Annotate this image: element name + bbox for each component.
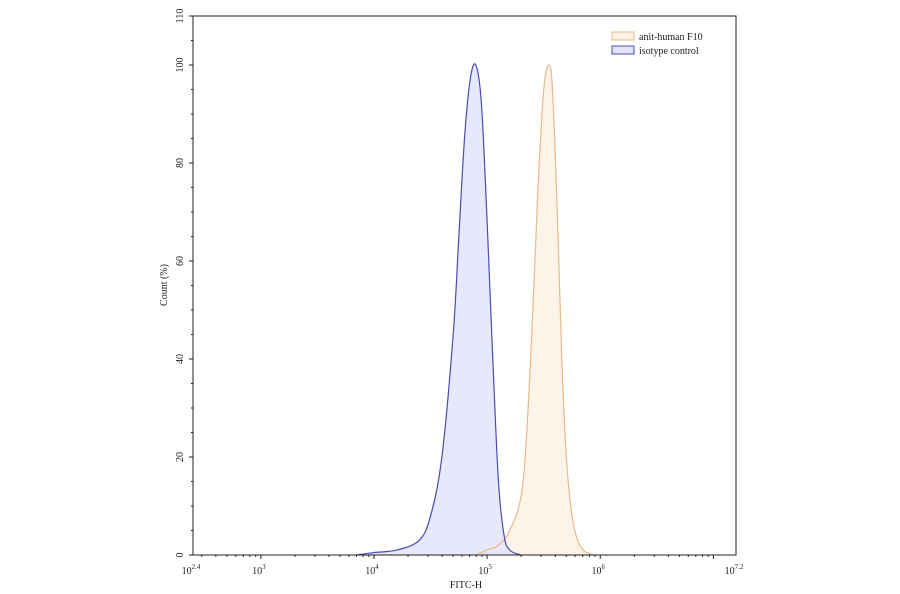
x-tick-label: 103	[252, 563, 266, 577]
x-axis-ticks: 102.4 103 104 105 106 107.2	[182, 555, 744, 577]
series-line-1	[356, 63, 522, 556]
y-tick-label: 80	[175, 158, 186, 168]
series-fill-1	[357, 63, 522, 555]
legend-swatch-1	[611, 45, 635, 55]
y-tick-label: 40	[175, 354, 186, 364]
series-line-0	[475, 64, 595, 556]
legend-swatch-0	[611, 31, 635, 41]
x-axis-title: FITC-H	[450, 580, 482, 591]
series-fills	[357, 63, 595, 556]
series-fill-0	[475, 64, 595, 556]
y-tick-label: 0	[175, 553, 186, 558]
legend: anit-human F10 isotype control	[611, 31, 703, 57]
legend-label-1: isotype control	[639, 46, 699, 57]
legend-label-0: anit-human F10	[639, 32, 703, 43]
x-tick-label: 107.2	[725, 563, 744, 577]
x-tick-label: 106	[592, 563, 606, 577]
x-tick-label: 102.4	[182, 563, 201, 577]
y-axis-title: Count (%)	[159, 264, 170, 306]
y-tick-label: 110	[175, 9, 186, 24]
y-axis-ticks: 0 20 40 60 80 100 110	[175, 9, 193, 558]
y-tick-label: 20	[175, 452, 186, 462]
y-tick-label: 60	[175, 256, 186, 266]
x-tick-label: 105	[478, 563, 492, 577]
series-lines	[356, 63, 595, 556]
x-tick-label: 104	[365, 563, 379, 577]
y-tick-label: 100	[175, 58, 186, 73]
